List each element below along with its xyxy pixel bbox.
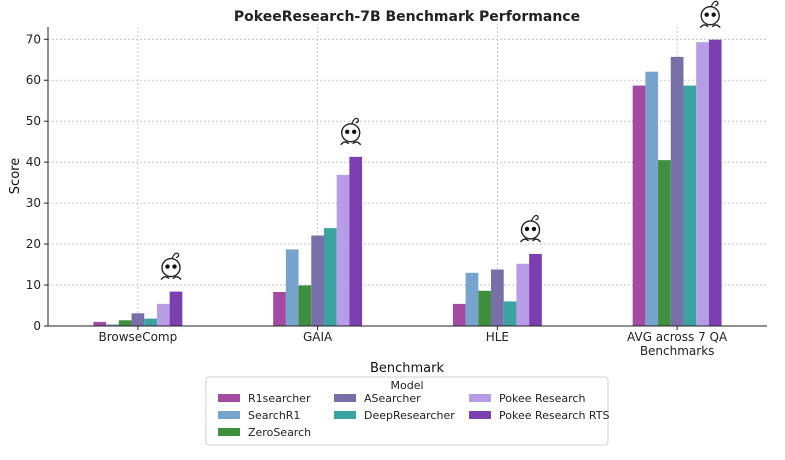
legend-swatch	[218, 428, 240, 436]
legend-swatch	[218, 394, 240, 402]
legend-label: Pokee Research RTS	[499, 409, 609, 422]
x-tick-label: GAIA	[303, 330, 333, 344]
legend-title: Model	[390, 379, 423, 392]
legend-swatch	[334, 411, 356, 419]
legend-item-pokee-research: Pokee Research	[469, 392, 585, 405]
mascot-icon	[519, 214, 542, 243]
legend: Model R1searcher SearchR1 ZeroSearch ASearch…	[205, 376, 609, 446]
bar-pokee-research-1: Pokee Research — GAIA: 36.9	[336, 174, 350, 326]
x-tick-label: AVG across 7 QA	[627, 330, 728, 344]
x-axis-title: Benchmark	[370, 361, 445, 376]
bar-pokee-research-rts-0: Pokee Research RTS — BrowseComp: 8.4	[169, 291, 183, 326]
bar-searchr1-3: SearchR1 — AVG across 7 QA Benchmarks: 6…	[645, 71, 659, 327]
x-tick-label: HLE	[486, 330, 509, 344]
legend-label: SearchR1	[248, 409, 300, 422]
bar-r1searcher-3: R1searcher — AVG across 7 QA Benchmarks:…	[632, 85, 646, 326]
bar-searchr1-1: SearchR1 — GAIA: 18.7	[285, 249, 299, 326]
bar-pokee-research-3: Pokee Research — AVG across 7 QA Benchma…	[696, 42, 709, 327]
legend-swatch	[334, 394, 356, 402]
legend-swatch	[218, 411, 240, 419]
legend-label: ZeroSearch	[248, 426, 311, 439]
bars-layer: R1searcher — BrowseComp: 1SearchR1 — Bro…	[93, 39, 722, 327]
bar-r1searcher-2: R1searcher — HLE: 5.4	[452, 303, 466, 326]
legend-label: Pokee Research	[499, 392, 585, 405]
legend-label: ASearcher	[364, 392, 421, 405]
bar-searchr1-0: SearchR1 — BrowseComp: 0.4	[106, 324, 119, 326]
annotations-layer	[160, 0, 721, 281]
legend-item-asearcher: ASearcher	[334, 392, 421, 405]
bar-pokee-research-2: Pokee Research — HLE: 15.2	[516, 263, 530, 326]
bar-zerosearch-2: ZeroSearch — HLE: 8.6	[478, 290, 492, 326]
legend-item-pokee-research-rts: Pokee Research RTS	[469, 409, 609, 422]
legend-swatch	[469, 411, 491, 419]
chart-title: PokeeResearch-7B Benchmark Performance	[234, 9, 580, 25]
bar-zerosearch-3: ZeroSearch — AVG across 7 QA Benchmarks:…	[658, 160, 671, 326]
legend-label: DeepResearcher	[364, 409, 455, 422]
y-tick-label: 30	[26, 196, 41, 210]
mascot-icon	[160, 252, 182, 281]
y-tick-label: 0	[33, 319, 41, 333]
bar-zerosearch-1: ZeroSearch — GAIA: 9.9	[298, 285, 312, 326]
bar-searchr1-2: SearchR1 — HLE: 13	[465, 272, 479, 326]
bar-zerosearch-0: ZeroSearch — BrowseComp: 1.4	[118, 320, 132, 326]
y-tick-label: 40	[26, 155, 41, 169]
y-tick-label: 20	[26, 237, 41, 251]
legend-box	[205, 376, 609, 446]
y-tick-label: 70	[26, 32, 41, 46]
legend-swatch	[469, 394, 491, 402]
y-tick-label: 50	[26, 114, 41, 128]
bar-pokee-research-rts-1: Pokee Research RTS — GAIA: 41.3	[349, 156, 363, 326]
x-tick-label: Benchmarks	[640, 344, 715, 358]
x-tick-label: BrowseComp	[99, 330, 178, 344]
bar-deepresearcher-1: DeepResearcher — GAIA: 23.9	[323, 228, 337, 326]
bar-asearcher-3: ASearcher — AVG across 7 QA Benchmarks: …	[670, 56, 684, 327]
axes-layer: 0 10 20 30 40 50 60 70 BrowseComp GAIA HLE AVG acro…	[26, 27, 767, 358]
bar-deepresearcher-2: DeepResearcher — HLE: 6	[503, 301, 517, 326]
bar-r1searcher-1: R1searcher — GAIA: 8.3	[273, 292, 286, 326]
y-tick-label: 60	[26, 73, 41, 87]
bar-deepresearcher-3: DeepResearcher — AVG across 7 QA Benchma…	[683, 85, 697, 326]
bar-pokee-research-rts-3: Pokee Research RTS — AVG across 7 QA Ben…	[708, 39, 722, 326]
bar-r1searcher-0: R1searcher — BrowseComp: 1	[93, 321, 107, 326]
bar-pokee-research-rts-2: Pokee Research RTS — HLE: 17.6	[529, 253, 542, 326]
legend-label: R1searcher	[248, 392, 311, 405]
bar-asearcher-0: ASearcher — BrowseComp: 3.1	[131, 313, 145, 326]
mascot-icon	[699, 0, 721, 29]
mascot-icon	[340, 117, 362, 146]
bar-pokee-research-0: Pokee Research — BrowseComp: 5.4	[156, 303, 170, 326]
legend-item-r1searcher: R1searcher	[218, 392, 311, 405]
legend-item-zerosearch: ZeroSearch	[218, 426, 311, 439]
bar-asearcher-2: ASearcher — HLE: 13.8	[491, 269, 504, 326]
y-axis-title: Score	[8, 158, 23, 194]
bar-asearcher-1: ASearcher — GAIA: 22.1	[311, 235, 324, 326]
legend-item-searchr1: SearchR1	[218, 409, 300, 422]
bar-deepresearcher-0: DeepResearcher — BrowseComp: 1.8	[144, 318, 157, 326]
legend-item-deepresearcher: DeepResearcher	[334, 409, 455, 422]
y-tick-label: 10	[26, 278, 41, 292]
